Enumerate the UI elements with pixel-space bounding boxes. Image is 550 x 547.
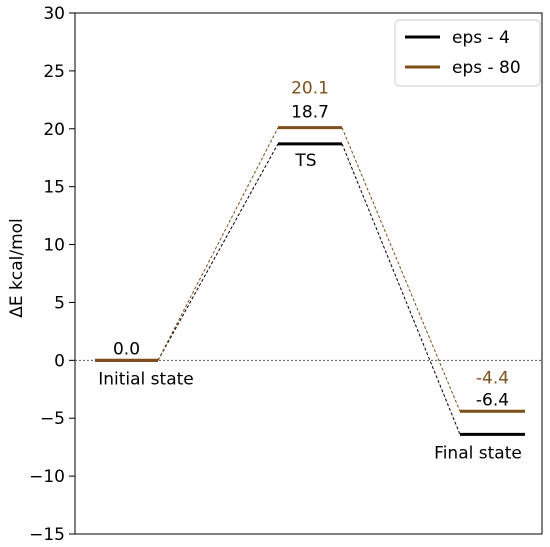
energy-levels bbox=[95, 126, 525, 436]
plot-frame bbox=[74, 12, 543, 535]
y-tick-label: 15 bbox=[43, 178, 65, 198]
y-tick-label: −5 bbox=[40, 409, 65, 429]
y-axis-label: ΔE kcal/mol bbox=[7, 218, 27, 318]
legend: eps - 4 eps - 80 bbox=[394, 19, 541, 87]
energy-label: 18.7 bbox=[291, 103, 329, 123]
y-tick-label: 5 bbox=[54, 293, 65, 313]
connector-line bbox=[157, 143, 279, 361]
y-tick-label: −10 bbox=[29, 467, 65, 487]
energy-label: -4.4 bbox=[476, 368, 509, 388]
legend-label: eps - 4 bbox=[452, 28, 510, 48]
y-tick-label: 10 bbox=[43, 236, 65, 256]
connector-line bbox=[157, 127, 279, 361]
state-label: TS bbox=[294, 151, 316, 171]
energy-label: 0.0 bbox=[113, 339, 140, 359]
state-labels: Initial state TS Final state bbox=[98, 151, 522, 464]
connector-lines bbox=[157, 127, 461, 435]
plot-area: 0.0 20.1 18.7 -4.4-6.4 Initial state TS Final… bbox=[74, 12, 543, 535]
connector-line bbox=[341, 143, 461, 435]
y-tick-label: 0 bbox=[54, 351, 65, 371]
energy-labels: 0.0 20.1 18.7 -4.4-6.4 bbox=[113, 79, 509, 411]
y-tick-label: 20 bbox=[43, 120, 65, 140]
state-label: Final state bbox=[434, 443, 522, 463]
energy-label: 20.1 bbox=[291, 79, 329, 99]
state-label: Initial state bbox=[98, 369, 194, 389]
energy-label: -6.4 bbox=[476, 390, 509, 410]
connector-line bbox=[341, 127, 461, 412]
y-tick-label: 25 bbox=[43, 62, 65, 82]
y-axis: −15 −10 −5 0 5 10 15 20 25 30 bbox=[29, 4, 75, 545]
y-tick-label: −15 bbox=[29, 525, 65, 545]
y-tick-label: 30 bbox=[43, 4, 65, 24]
legend-label: eps - 80 bbox=[452, 58, 521, 78]
